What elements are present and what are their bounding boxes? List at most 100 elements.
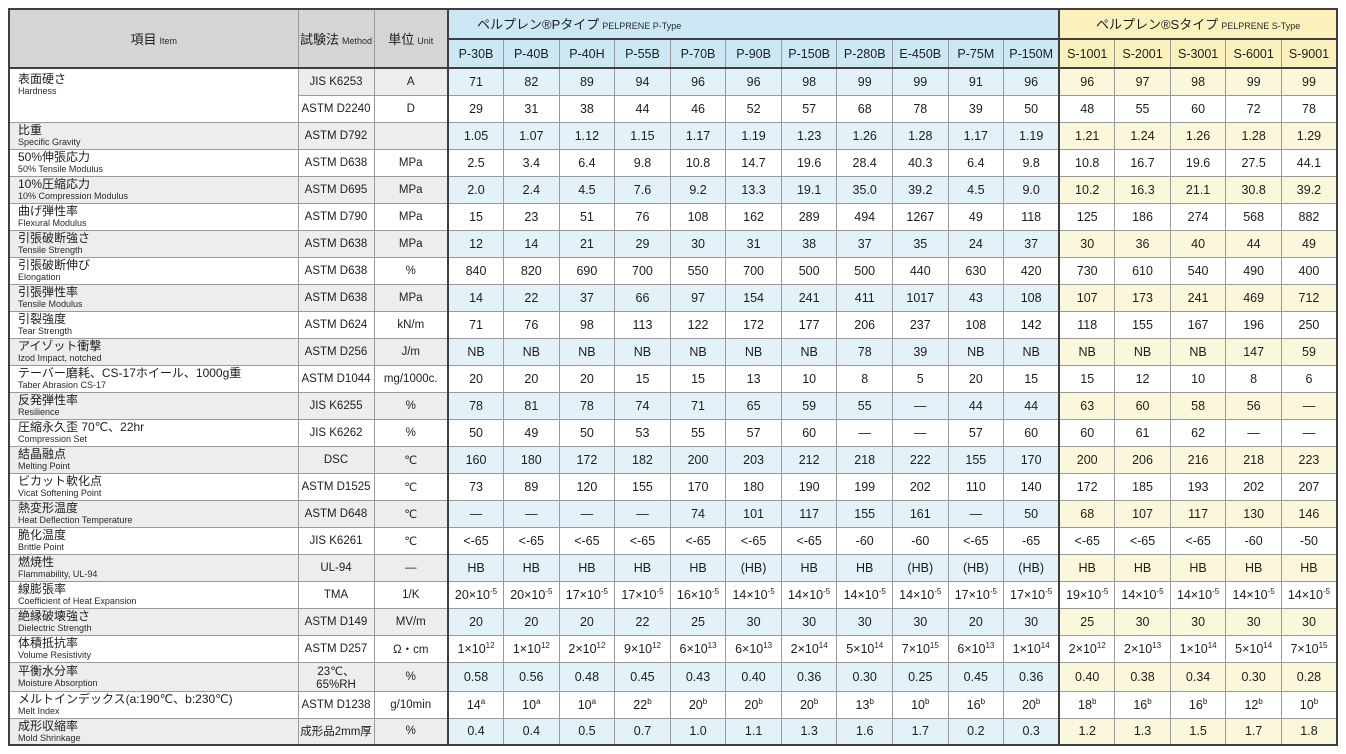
value-cell: 110	[947, 472, 1005, 501]
value-cell: 31	[725, 229, 782, 258]
value-cell: 820	[503, 256, 560, 285]
value-cell: 19.1	[780, 175, 838, 204]
value-cell: 50	[447, 418, 505, 447]
table-row: 体積抵抗率 Volume Resistivity ASTM D257 Ω・cm 1×10…	[8, 634, 1338, 663]
value-cell: 57	[947, 418, 1005, 447]
value-cell: 76	[614, 202, 671, 231]
item-label-jp: 体積抵抗率	[18, 636, 79, 650]
value-cell: <-65	[1058, 526, 1116, 555]
value-cell: 19×10-5	[1058, 580, 1116, 609]
value-cell: 241	[780, 283, 838, 312]
value-cell: 1.17	[669, 121, 727, 150]
table-row: 線膨張率 Coefficient of Heat Expansion TMA 1/K 2…	[8, 580, 1338, 609]
value-cell: 0.36	[1003, 661, 1061, 692]
item-label-jp: 脆化温度	[18, 528, 67, 542]
value-cell: NB	[1169, 337, 1227, 366]
value-cell: 17×10-5	[558, 580, 616, 609]
value-cell: 108	[669, 202, 727, 231]
value-cell: 1.7	[892, 717, 949, 746]
unit-cell: MPa	[373, 283, 449, 312]
column-header-P-90B: P-90B	[725, 38, 782, 69]
table-row: 絶縁破壊強さ Dielectric Strength ASTM D149 MV/m 20…	[8, 607, 1338, 636]
value-cell: 7×1015	[892, 634, 949, 663]
value-cell: 99	[1225, 67, 1282, 96]
value-cell: 20×10-5	[503, 580, 560, 609]
value-cell: 500	[836, 256, 893, 285]
item-cell: 圧縮永久歪 70℃、22hr Compression Set	[8, 418, 299, 447]
item-label-jp: 引張破断伸び	[18, 258, 91, 272]
item-label-jp: 成形収縮率	[18, 718, 79, 733]
value-cell: —	[1225, 418, 1282, 447]
value-cell: 36	[1114, 229, 1171, 258]
method-cell: ASTM D790	[297, 202, 375, 231]
column-header-item-label-jp: 項目	[130, 31, 157, 47]
value-cell: 18b	[1058, 690, 1116, 719]
value-cell: 0.45	[947, 661, 1005, 692]
unit-cell: MPa	[373, 229, 449, 258]
value-cell: 568	[1225, 202, 1282, 231]
unit-cell: ℃	[373, 472, 449, 501]
table-row: 引張破断伸び Elongation ASTM D638% 840 820 690 700 55…	[8, 256, 1338, 285]
value-cell: 730	[1058, 256, 1116, 285]
value-cell: 38	[558, 94, 616, 123]
value-cell: -60	[836, 526, 893, 555]
table-row: 脆化温度 Brittle Point JIS K6261 ℃ <-65 <-65 <-65 <…	[8, 526, 1338, 555]
item-label-jp: 表面硬さ	[18, 72, 67, 86]
value-cell: 97	[669, 283, 727, 312]
unit-cell: MPa	[373, 175, 449, 204]
item-label-jp: ビカット軟化点	[18, 474, 103, 488]
item-label-en: Flammability, UL-94	[18, 569, 98, 579]
value-cell: 155	[614, 472, 671, 501]
item-label-en: Mold Shrinkage	[18, 732, 81, 743]
value-cell: 13	[725, 364, 782, 393]
method-cell: ASTM D638	[297, 148, 375, 177]
value-cell: 20	[447, 364, 505, 393]
value-cell: <-65	[780, 526, 838, 555]
value-cell: 78	[558, 391, 616, 420]
item-cell: 平衡水分率 Moisture Absorption	[8, 661, 299, 692]
value-cell: 19.6	[1169, 148, 1227, 177]
value-cell: 4.5	[947, 175, 1005, 204]
value-cell: 9.8	[1003, 148, 1061, 177]
group-p-title-jp: ペルプレン®Pタイプ	[477, 17, 600, 32]
value-cell: 237	[892, 310, 949, 339]
item-cell: ビカット軟化点 Vicat Softening Point	[8, 472, 299, 501]
value-cell: 40.3	[892, 148, 949, 177]
value-cell: 700	[725, 256, 782, 285]
value-cell: 1×1014	[1169, 634, 1227, 663]
value-cell: 39.2	[1280, 175, 1338, 204]
value-cell: 218	[836, 445, 893, 474]
value-cell: 20b	[780, 690, 838, 719]
unit-cell: 1/K	[373, 580, 449, 609]
value-cell: 469	[1225, 283, 1282, 312]
value-cell: 60	[1003, 418, 1061, 447]
value-cell: <-65	[725, 526, 782, 555]
column-header-method-label-jp: 試験法	[299, 31, 339, 47]
value-cell: 0.43	[669, 661, 727, 692]
value-cell: 40	[1169, 229, 1227, 258]
item-label-jp: 燃焼性	[18, 555, 55, 569]
value-cell: 400	[1280, 256, 1338, 285]
item-label-jp: 引張破断強さ	[18, 231, 91, 245]
value-cell: 22	[614, 607, 671, 636]
value-cell: 118	[1003, 202, 1061, 231]
value-cell: 2.4	[503, 175, 560, 204]
value-cell: 130	[1225, 499, 1282, 528]
value-cell: 0.45	[614, 661, 671, 692]
unit-cell: ℃	[373, 499, 449, 528]
value-cell: 50	[1003, 94, 1061, 123]
value-cell: 101	[725, 499, 782, 528]
value-cell: 2×1012	[558, 634, 616, 663]
value-cell: 98	[780, 67, 838, 96]
value-cell: 63	[1058, 391, 1116, 420]
item-label-jp: 熱変形温度	[18, 501, 79, 515]
value-cell: -50	[1280, 526, 1338, 555]
value-cell: 1.1	[725, 717, 782, 746]
unit-cell: %	[373, 418, 449, 447]
value-cell: 0.4	[503, 717, 560, 746]
value-cell: 14×10-5	[780, 580, 838, 609]
value-cell: 14×10-5	[1280, 580, 1338, 609]
method-cell: DSC	[297, 445, 375, 474]
value-cell: -65	[1003, 526, 1061, 555]
method-cell: ASTM D1238	[297, 690, 375, 719]
